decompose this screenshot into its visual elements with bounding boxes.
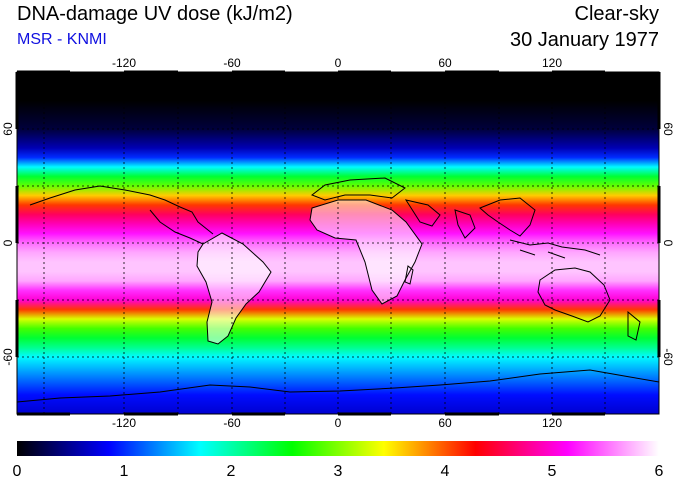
colorbar-label: 3 (334, 463, 343, 480)
map-border (16, 71, 660, 415)
colorbar-label: 1 (120, 463, 129, 480)
coastline-europe (310, 177, 406, 201)
lon-label-top: -120 (112, 56, 136, 70)
lat-labels-left: 60 0 -60 (1, 122, 15, 366)
coastline-madagascar (404, 265, 414, 285)
graticule (17, 72, 659, 414)
lat-label-right: 60 (661, 122, 675, 136)
lon-label-bottom: 120 (542, 416, 562, 430)
map-title: DNA-damage UV dose (kJ/m2) (17, 3, 293, 25)
colorbar-label: 2 (227, 463, 236, 480)
coastline-africa (309, 199, 423, 305)
coastline-southeast-asia (479, 197, 536, 237)
lat-label-left: 0 (1, 239, 15, 246)
lon-label-bottom: -60 (223, 416, 241, 430)
coastline-central-america (149, 209, 204, 245)
coastline-australia (537, 267, 611, 323)
coastline-north-america (29, 185, 214, 235)
colorbar-label: 0 (13, 463, 22, 480)
map-panel (15, 70, 661, 416)
lon-label-bottom: 60 (438, 416, 452, 430)
coastline-new-zealand (627, 310, 641, 341)
coastline-indonesia (509, 239, 601, 259)
lon-label-top: -60 (223, 56, 241, 70)
lon-label-bottom: -120 (112, 416, 136, 430)
coastline-antarctica (17, 369, 659, 403)
lat-label-left: -60 (1, 348, 15, 366)
source-label: MSR - KNMI (17, 31, 107, 48)
colorbar-label: 5 (548, 463, 557, 480)
colorbar-gradient (17, 441, 659, 456)
lat-labels-right: 60 0 -60 (661, 122, 675, 366)
lat-label-right: -60 (661, 348, 675, 366)
lon-labels-top: -120 -60 0 60 120 (112, 56, 562, 70)
colorbar-label: 4 (441, 463, 450, 480)
lon-labels-bottom: -120 -60 0 60 120 (112, 416, 562, 430)
condition-label: Clear-sky (574, 3, 659, 25)
lon-label-top: 120 (542, 56, 562, 70)
lon-label-bottom: 0 (335, 416, 342, 430)
lon-label-top: 0 (335, 56, 342, 70)
coastline-arabia-india (404, 199, 476, 239)
lon-label-top: 60 (438, 56, 452, 70)
lat-label-left: 60 (1, 122, 15, 136)
coastline-south-america (196, 232, 272, 345)
coastlines (17, 177, 659, 403)
colorbar-label: 6 (655, 463, 664, 480)
colorbar: 0 1 2 3 4 5 6 (13, 441, 664, 480)
lat-label-right: 0 (661, 240, 675, 247)
date-label: 30 January 1977 (509, 29, 659, 51)
colorbar-labels: 0 1 2 3 4 5 6 (13, 463, 664, 480)
